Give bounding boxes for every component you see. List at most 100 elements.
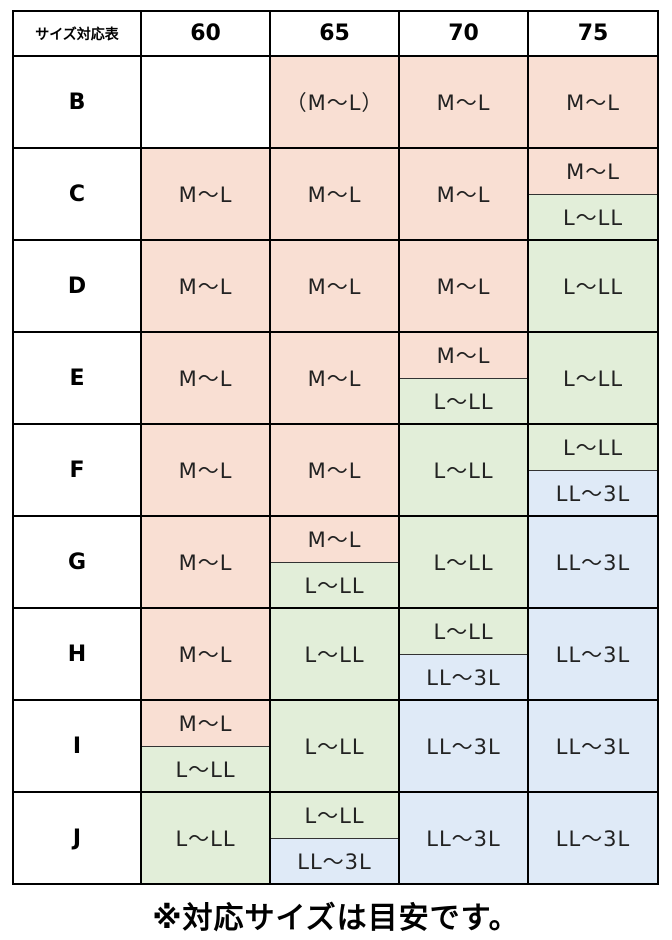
size-range-label: （M〜L） [271, 57, 398, 147]
row-header-g: G [12, 515, 142, 609]
size-range-label: L〜LL [271, 793, 398, 838]
table-row: J L〜LL L〜LL LL〜3L LL〜3L LL〜3L [12, 791, 659, 885]
size-cell: M〜L [269, 239, 400, 333]
size-cell: M〜L [398, 55, 529, 149]
size-range-label: L〜LL [529, 241, 657, 331]
size-range-label: M〜L [142, 701, 269, 746]
size-range-label: L〜LL [271, 701, 398, 791]
size-cell: M〜L [398, 147, 529, 241]
size-cell: LL〜3L [398, 699, 529, 793]
size-cell: LL〜3L [527, 515, 659, 609]
table-row: G M〜L M〜L L〜LL L〜LL LL〜3L [12, 515, 659, 609]
size-cell: M〜L L〜LL [527, 147, 659, 241]
size-cell: （M〜L） [269, 55, 400, 149]
size-range-label: LL〜3L [400, 653, 527, 699]
size-range-label: M〜L [142, 333, 269, 423]
size-cell: LL〜3L [527, 791, 659, 885]
size-range-label: LL〜3L [400, 793, 527, 883]
size-range-label: M〜L [529, 57, 657, 147]
size-range-label: LL〜3L [529, 701, 657, 791]
size-range-label: L〜LL [142, 793, 269, 883]
size-cell: M〜L [269, 147, 400, 241]
size-range-label: M〜L [271, 149, 398, 239]
size-cell: L〜LL [269, 699, 400, 793]
size-cell: L〜LL [398, 423, 529, 517]
size-range-label: M〜L [271, 425, 398, 515]
table-row: F M〜L M〜L L〜LL L〜LL LL〜3L [12, 423, 659, 517]
size-cell: L〜LL [527, 331, 659, 425]
size-note: ※対応サイズは目安です。 [152, 901, 520, 936]
size-range-label: L〜LL [400, 517, 527, 607]
size-cell [140, 55, 271, 149]
row-header-b: B [12, 55, 142, 149]
size-cell: L〜LL LL〜3L [269, 791, 400, 885]
size-cell: LL〜3L [398, 791, 529, 885]
size-cell: M〜L L〜LL [398, 331, 529, 425]
size-range-label: L〜LL [271, 561, 398, 607]
size-cell: L〜LL [140, 791, 271, 885]
size-range-label: LL〜3L [271, 837, 398, 883]
row-header-c: C [12, 147, 142, 241]
size-range-label: L〜LL [400, 609, 527, 654]
size-range-label: M〜L [271, 517, 398, 562]
row-header-e: E [12, 331, 142, 425]
size-cell: M〜L [140, 423, 271, 517]
size-cell: LL〜3L [527, 607, 659, 701]
table-row: E M〜L M〜L M〜L L〜LL L〜LL [12, 331, 659, 425]
size-chart-table: サイズ対応表 60 65 70 75 B （M〜L） M〜L M〜L C M〜L M〜L M〜… [12, 10, 659, 885]
table-row: I M〜L L〜LL L〜LL LL〜3L LL〜3L [12, 699, 659, 793]
size-range-label: LL〜3L [529, 609, 657, 699]
row-header-f: F [12, 423, 142, 517]
size-range-label: L〜LL [400, 377, 527, 423]
size-range-label: LL〜3L [400, 701, 527, 791]
size-cell: M〜L [269, 331, 400, 425]
size-cell: L〜LL [269, 607, 400, 701]
size-cell: M〜L [140, 331, 271, 425]
size-cell: M〜L L〜LL [140, 699, 271, 793]
size-range-label: M〜L [142, 241, 269, 331]
size-cell: M〜L [269, 423, 400, 517]
size-range-label: M〜L [271, 241, 398, 331]
size-range-label: L〜LL [271, 609, 398, 699]
size-range-label: LL〜3L [529, 517, 657, 607]
column-header-70: 70 [398, 10, 529, 57]
row-header-d: D [12, 239, 142, 333]
size-range-label: LL〜3L [529, 469, 657, 515]
size-cell: M〜L [140, 607, 271, 701]
column-header-65: 65 [269, 10, 400, 57]
size-cell: L〜LL LL〜3L [398, 607, 529, 701]
row-header-h: H [12, 607, 142, 701]
size-range-label: M〜L [271, 333, 398, 423]
size-cell: M〜L [140, 147, 271, 241]
size-range-label: M〜L [400, 241, 527, 331]
size-range-label: M〜L [400, 149, 527, 239]
size-range-label: L〜LL [529, 333, 657, 423]
table-row: C M〜L M〜L M〜L M〜L L〜LL [12, 147, 659, 241]
table-row: H M〜L L〜LL L〜LL LL〜3L LL〜3L [12, 607, 659, 701]
size-cell: LL〜3L [527, 699, 659, 793]
size-range-label: L〜LL [142, 745, 269, 791]
size-cell: M〜L L〜LL [269, 515, 400, 609]
table-row: D M〜L M〜L M〜L L〜LL [12, 239, 659, 333]
size-range-label: L〜LL [529, 425, 657, 470]
header-row: サイズ対応表 60 65 70 75 [12, 10, 659, 57]
size-range-label: M〜L [142, 425, 269, 515]
table-row: B （M〜L） M〜L M〜L [12, 55, 659, 149]
size-range-label: M〜L [400, 333, 527, 378]
size-range-label: M〜L [529, 149, 657, 194]
size-range-label: LL〜3L [529, 793, 657, 883]
size-cell: L〜LL [527, 239, 659, 333]
size-cell: M〜L [527, 55, 659, 149]
corner-label: サイズ対応表 [12, 10, 142, 57]
size-cell: L〜LL LL〜3L [527, 423, 659, 517]
row-header-j: J [12, 791, 142, 885]
size-range-label: L〜LL [529, 193, 657, 239]
row-header-i: I [12, 699, 142, 793]
size-range-label: M〜L [400, 57, 527, 147]
size-range-label: M〜L [142, 517, 269, 607]
table-body: B （M〜L） M〜L M〜L C M〜L M〜L M〜L M〜L L〜LL D M〜L M〜L M〜L L… [12, 55, 659, 885]
size-range-label: M〜L [142, 609, 269, 699]
size-range-label: M〜L [142, 149, 269, 239]
size-cell: M〜L [398, 239, 529, 333]
size-cell: M〜L [140, 239, 271, 333]
